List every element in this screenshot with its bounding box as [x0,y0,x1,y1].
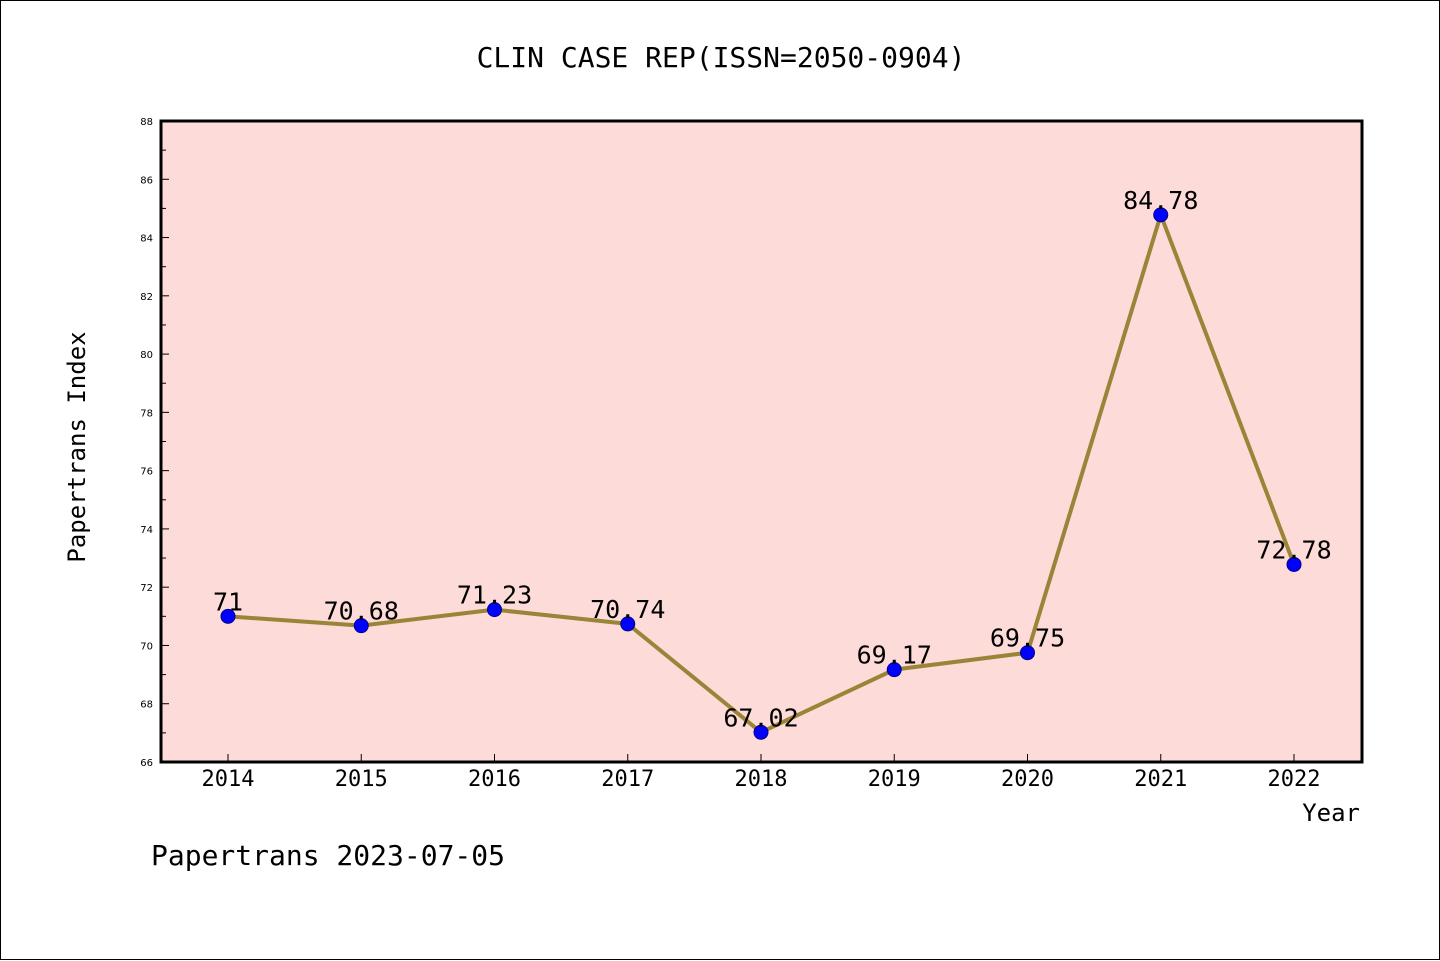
x-tick-label: 2022 [1268,767,1321,792]
y-tick-label: 84 [140,234,153,245]
data-label: 70.74 [590,595,665,624]
x-axis-label: Year [1302,799,1360,827]
data-point [220,608,236,624]
data-point [1286,556,1302,572]
y-tick-label: 88 [140,117,153,128]
data-label: 84.78 [1123,186,1198,215]
data-point [1153,207,1169,223]
plot-area [161,121,1362,762]
data-point [353,618,369,634]
data-label: 71 [213,587,243,616]
y-tick-label: 72 [140,583,153,594]
y-tick-label: 82 [140,292,153,303]
plot-border [159,119,1364,764]
data-label: 70.68 [324,597,399,626]
x-tick-label: 2018 [735,767,788,792]
chart-title: CLIN CASE REP(ISSN=2050-0904) [477,41,966,74]
x-tick-label: 2015 [335,767,388,792]
x-tick-label: 2021 [1134,767,1187,792]
x-tick-label: 2016 [468,767,521,792]
data-point [1020,645,1035,661]
y-tick-label: 70 [140,641,153,652]
data-label: 69.75 [990,624,1065,653]
footer-date-label: Papertrans 2023-07-05 [151,839,505,872]
data-label: 69.17 [857,641,932,670]
data-labels: 71 70.68 71.23 70.74 67.02 69.17 69.75 84.78 72.… [213,186,1332,732]
y-tick-label: 78 [140,408,153,419]
data-label: 67.02 [723,703,798,732]
y-tick-label: 86 [140,175,153,186]
data-label: 71.23 [457,581,532,610]
x-axis: 2014 2015 2016 2017 2018 2019 2020 2021 2022 [202,754,1321,792]
data-point [487,602,502,618]
y-tick-label: 80 [140,350,153,361]
x-tick-label: 2014 [202,767,255,792]
x-tick-label: 2020 [1001,767,1054,792]
y-axis-label: Papertrans Index [63,331,91,562]
data-point [886,662,902,678]
y-tick-label: 74 [140,525,153,536]
y-tick-label: 76 [140,467,153,478]
data-point [753,724,769,740]
y-tick-label: 66 [140,758,153,769]
x-tick-label: 2017 [601,767,654,792]
series-markers [220,207,1302,740]
x-tick-label: 2019 [868,767,921,792]
data-label: 72.78 [1256,535,1331,564]
y-tick-label: 68 [140,700,153,711]
data-point [620,616,636,632]
